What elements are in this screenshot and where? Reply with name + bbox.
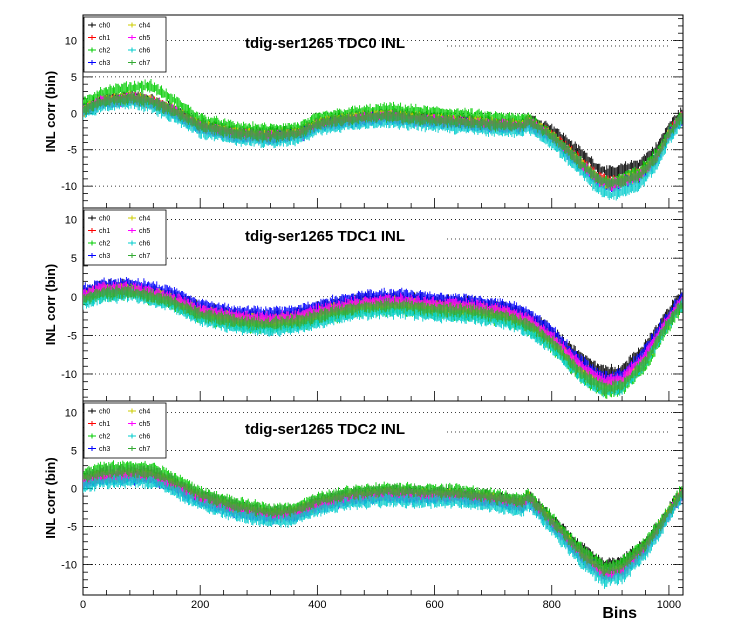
legend: ch0 ch1 ch2 ch3 ch4 ch5 ch6 ch7 bbox=[83, 16, 167, 73]
y-tick-label: 10 bbox=[65, 407, 77, 419]
panel-1: -10 -5 0 5 10 INL corr (bin) tdig-ser1265 TDC1… bbox=[43, 207, 684, 402]
legend-entry-ch0: ch0 bbox=[99, 216, 110, 223]
legend-entry-ch1: ch1 bbox=[99, 228, 110, 235]
legend-entry-ch5: ch5 bbox=[139, 228, 150, 235]
x-tick-label: 200 bbox=[191, 599, 209, 611]
y-axis-title: INL corr (bin) bbox=[43, 457, 58, 538]
legend-box bbox=[83, 16, 167, 73]
legend-entry-ch4: ch4 bbox=[139, 409, 150, 416]
legend-entry-ch3: ch3 bbox=[99, 60, 110, 67]
series-layer bbox=[83, 79, 683, 201]
plot-title: tdig-ser1265 TDC1 INL bbox=[245, 228, 405, 245]
x-tick-label: 400 bbox=[308, 599, 326, 611]
y-tick-label: -10 bbox=[61, 181, 77, 193]
plot-title: tdig-ser1265 TDC2 INL bbox=[245, 421, 405, 438]
y-tick-label: 5 bbox=[71, 445, 77, 457]
legend-entry-ch6: ch6 bbox=[139, 241, 150, 248]
legend: ch0 ch1 ch2 ch3 ch4 ch5 ch6 ch7 bbox=[83, 402, 167, 459]
y-tick-label: 5 bbox=[71, 253, 77, 265]
legend-entry-ch0: ch0 bbox=[99, 23, 110, 30]
legend-entry-ch4: ch4 bbox=[139, 23, 150, 30]
y-tick-label: -10 bbox=[61, 560, 77, 572]
series-layer bbox=[83, 277, 683, 399]
x-tick-label: 0 bbox=[80, 599, 86, 611]
y-tick-label: 10 bbox=[65, 215, 77, 227]
legend-box bbox=[83, 209, 167, 266]
y-tick-label: 0 bbox=[71, 483, 77, 495]
legend-entry-ch1: ch1 bbox=[99, 421, 110, 428]
legend-entry-ch2: ch2 bbox=[99, 48, 110, 55]
legend-entry-ch3: ch3 bbox=[99, 253, 110, 260]
legend-entry-ch5: ch5 bbox=[139, 421, 150, 428]
series-ch7 bbox=[83, 463, 683, 577]
legend: ch0 ch1 ch2 ch3 ch4 ch5 ch6 ch7 bbox=[83, 209, 167, 266]
x-tick-label: 800 bbox=[543, 599, 561, 611]
x-tick-label: 600 bbox=[425, 599, 443, 611]
legend-entry-ch7: ch7 bbox=[139, 253, 150, 260]
legend-entry-ch4: ch4 bbox=[139, 216, 150, 223]
panel-2: -10 -5 0 5 10 0 200 400 600 800 1000 INL corr (bin)… bbox=[43, 400, 684, 611]
y-tick-label: 5 bbox=[71, 72, 77, 84]
y-tick-label: 0 bbox=[71, 292, 77, 304]
series-ch7 bbox=[83, 284, 683, 397]
y-tick-label: -5 bbox=[67, 522, 77, 534]
y-tick-label: 0 bbox=[71, 108, 77, 120]
series-ch6 bbox=[83, 474, 683, 589]
y-axis-title: INL corr (bin) bbox=[43, 264, 58, 345]
legend-entry-ch6: ch6 bbox=[139, 434, 150, 441]
x-axis-title: Bins bbox=[602, 605, 637, 622]
y-tick-label: -10 bbox=[61, 369, 77, 381]
legend-entry-ch1: ch1 bbox=[99, 35, 110, 42]
series-ch7 bbox=[83, 91, 683, 191]
panel-0: -10 -5 0 5 10 INL corr (bin) tdig-ser1265 TDC0… bbox=[43, 14, 684, 209]
legend-entry-ch5: ch5 bbox=[139, 35, 150, 42]
legend-entry-ch0: ch0 bbox=[99, 409, 110, 416]
y-tick-label: -5 bbox=[67, 145, 77, 157]
legend-entry-ch7: ch7 bbox=[139, 446, 150, 453]
legend-box bbox=[83, 402, 167, 459]
y-axis-title: INL corr (bin) bbox=[43, 71, 58, 152]
legend-entry-ch3: ch3 bbox=[99, 446, 110, 453]
x-tick-label: 1000 bbox=[657, 599, 681, 611]
y-tick-label: -5 bbox=[67, 330, 77, 342]
y-tick-label: 10 bbox=[65, 35, 77, 47]
series-layer bbox=[83, 460, 683, 589]
legend-entry-ch7: ch7 bbox=[139, 60, 150, 67]
legend-entry-ch6: ch6 bbox=[139, 48, 150, 55]
legend-entry-ch2: ch2 bbox=[99, 434, 110, 441]
plot-title: tdig-ser1265 TDC0 INL bbox=[245, 35, 405, 52]
legend-entry-ch2: ch2 bbox=[99, 241, 110, 248]
